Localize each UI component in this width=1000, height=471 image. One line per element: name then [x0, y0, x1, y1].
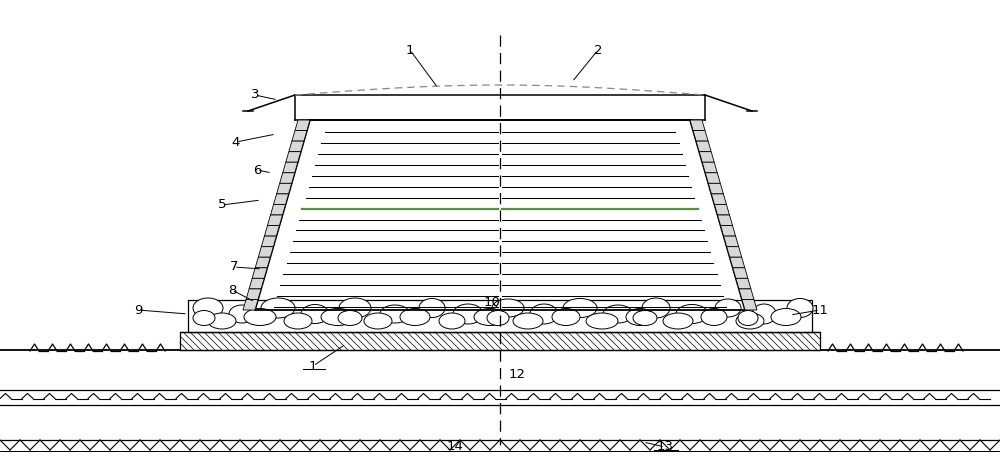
Ellipse shape: [586, 313, 618, 329]
Ellipse shape: [603, 305, 633, 323]
Polygon shape: [292, 130, 307, 141]
Text: 11: 11: [812, 303, 828, 317]
Text: 6: 6: [253, 163, 261, 177]
Polygon shape: [249, 278, 264, 289]
Polygon shape: [705, 173, 720, 183]
Ellipse shape: [229, 305, 255, 323]
Polygon shape: [270, 204, 286, 215]
Ellipse shape: [208, 313, 236, 329]
Ellipse shape: [284, 313, 312, 329]
Ellipse shape: [513, 313, 543, 329]
Polygon shape: [739, 289, 754, 300]
Ellipse shape: [738, 310, 758, 325]
Ellipse shape: [663, 313, 693, 329]
Ellipse shape: [339, 298, 371, 318]
Polygon shape: [736, 278, 751, 289]
Polygon shape: [286, 152, 301, 162]
Ellipse shape: [736, 313, 764, 329]
Polygon shape: [246, 289, 261, 300]
Ellipse shape: [752, 304, 776, 324]
Polygon shape: [264, 226, 279, 236]
Text: 7: 7: [230, 260, 238, 274]
Polygon shape: [693, 130, 708, 141]
Polygon shape: [711, 194, 726, 204]
Polygon shape: [727, 247, 742, 257]
Ellipse shape: [530, 304, 558, 324]
Polygon shape: [243, 300, 258, 310]
Ellipse shape: [338, 310, 362, 325]
Ellipse shape: [676, 304, 708, 324]
Text: 13: 13: [656, 440, 674, 454]
Ellipse shape: [474, 309, 506, 325]
Polygon shape: [252, 268, 267, 278]
Polygon shape: [261, 236, 276, 247]
Polygon shape: [283, 162, 298, 173]
Polygon shape: [255, 257, 270, 268]
Ellipse shape: [715, 299, 741, 317]
Polygon shape: [721, 226, 736, 236]
Polygon shape: [742, 300, 757, 310]
Text: 12: 12: [509, 367, 526, 381]
Ellipse shape: [701, 309, 727, 325]
Text: 4: 4: [232, 136, 240, 148]
Ellipse shape: [563, 299, 597, 317]
Polygon shape: [280, 173, 295, 183]
Ellipse shape: [552, 309, 580, 325]
Ellipse shape: [642, 298, 670, 318]
Ellipse shape: [380, 305, 410, 323]
Ellipse shape: [321, 309, 355, 325]
Text: 10: 10: [484, 295, 500, 309]
Text: 2: 2: [594, 43, 602, 57]
Polygon shape: [708, 183, 723, 194]
Text: 5: 5: [218, 198, 226, 211]
Ellipse shape: [244, 309, 276, 325]
Ellipse shape: [453, 304, 483, 324]
Polygon shape: [730, 257, 745, 268]
Ellipse shape: [771, 309, 801, 325]
Text: 3: 3: [251, 89, 259, 101]
Text: 14: 14: [447, 440, 463, 454]
Ellipse shape: [626, 309, 654, 325]
Polygon shape: [690, 120, 705, 130]
Polygon shape: [718, 215, 733, 226]
Ellipse shape: [492, 299, 524, 317]
Text: 1: 1: [406, 43, 414, 57]
Ellipse shape: [193, 310, 215, 325]
Polygon shape: [258, 247, 273, 257]
Ellipse shape: [301, 304, 329, 324]
Polygon shape: [274, 194, 289, 204]
Ellipse shape: [261, 298, 295, 318]
Polygon shape: [699, 152, 714, 162]
Ellipse shape: [193, 298, 223, 318]
Polygon shape: [714, 204, 730, 215]
Ellipse shape: [787, 299, 813, 317]
Ellipse shape: [633, 310, 657, 325]
Polygon shape: [724, 236, 739, 247]
Polygon shape: [702, 162, 717, 173]
Polygon shape: [188, 300, 812, 332]
Polygon shape: [277, 183, 292, 194]
Ellipse shape: [487, 310, 509, 325]
Polygon shape: [289, 141, 304, 152]
Ellipse shape: [364, 313, 392, 329]
Polygon shape: [180, 332, 820, 350]
Polygon shape: [733, 268, 748, 278]
Ellipse shape: [400, 309, 430, 325]
Ellipse shape: [439, 313, 465, 329]
Polygon shape: [696, 141, 711, 152]
Polygon shape: [267, 215, 283, 226]
Polygon shape: [295, 120, 310, 130]
Text: 8: 8: [228, 284, 236, 297]
Ellipse shape: [419, 299, 445, 317]
Text: 1: 1: [309, 359, 317, 373]
Text: 9: 9: [134, 303, 142, 317]
